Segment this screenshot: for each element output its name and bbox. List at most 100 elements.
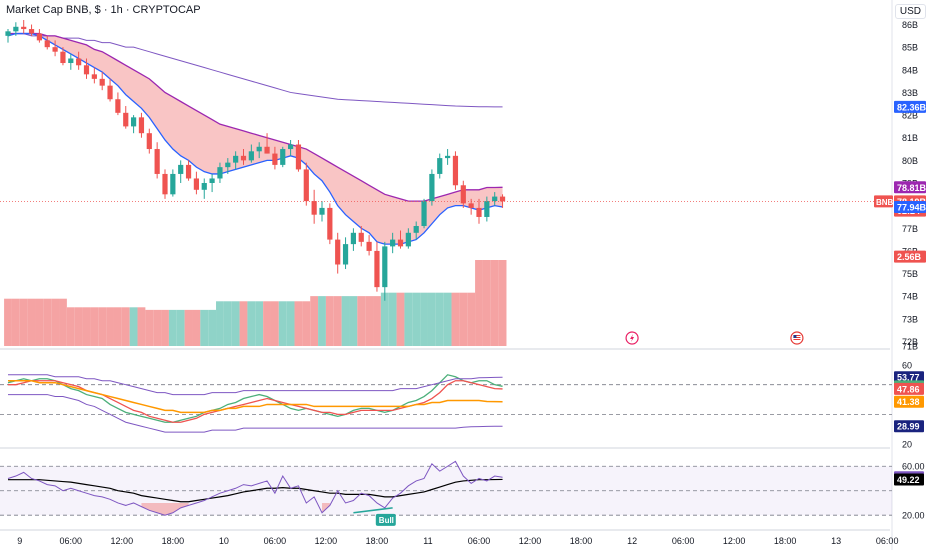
symbol-tag (874, 195, 893, 208)
time-tick-label: 12:00 (723, 536, 746, 546)
volume-bar (231, 301, 240, 346)
time-tick-label: 06:00 (264, 536, 287, 546)
volume-bar (66, 307, 75, 346)
time-tick-label: 12:00 (315, 536, 338, 546)
candle-body (217, 167, 223, 179)
candle-body (13, 26, 19, 32)
candle-body (288, 144, 294, 150)
volume-bar (286, 301, 295, 346)
candle-body (91, 74, 97, 79)
price-label-tag (894, 420, 924, 433)
volume-bar (153, 309, 162, 346)
ema-long-line (8, 33, 503, 108)
rsi-pane[interactable]: Bull (0, 460, 892, 526)
volume-bar (43, 298, 52, 346)
candle-body (492, 196, 498, 202)
candle-body (225, 162, 231, 168)
macd-tick-label: 20 (902, 440, 912, 450)
volume-bar (255, 301, 264, 346)
candle-body (52, 47, 58, 52)
candle-body (390, 239, 396, 247)
volume-bar (365, 296, 374, 346)
candle-body (138, 117, 145, 134)
price-label-text: 2.56B (897, 252, 922, 262)
candle-body (468, 203, 474, 208)
rsi-oversold-fill (141, 502, 189, 516)
macd-band_lower-line (8, 394, 503, 433)
events-layer[interactable] (625, 331, 932, 345)
price-pane[interactable] (0, 20, 892, 346)
volume-bar (263, 301, 271, 346)
time-tick-label: 18:00 (570, 536, 593, 546)
candle-body (499, 196, 506, 202)
candle-body (248, 151, 254, 161)
symbol-title[interactable]: Market Cap BNB, $ · 1h · CRYPTOCAP (6, 4, 201, 16)
price-label-text: 77.94B (897, 202, 927, 212)
candle-body (5, 31, 11, 36)
volume-bar (168, 309, 177, 346)
volume-bar (341, 296, 350, 346)
flag-canton (793, 335, 797, 338)
candle-body (405, 232, 411, 247)
candle-body (484, 201, 490, 217)
candle-body (185, 164, 192, 179)
time-tick-label: 06:00 (60, 536, 83, 546)
candle-body (162, 173, 168, 195)
time-tick-label: 12 (627, 536, 637, 546)
time-tick-label: 10 (219, 536, 229, 546)
volume-bar (412, 292, 421, 346)
volume-bar (51, 298, 60, 346)
volume-bar (294, 301, 303, 346)
time-tick-label: 06:00 (672, 536, 695, 546)
lightning-glyph (630, 334, 635, 342)
volume-bar (19, 298, 28, 346)
candle-body (178, 164, 184, 174)
volume-bar (223, 301, 232, 346)
time-tick-label: 12:00 (519, 536, 542, 546)
volume-bar (333, 296, 342, 346)
price-label-tag (894, 181, 926, 194)
volume-bar (137, 307, 146, 346)
volume-bar (192, 309, 201, 346)
price-tick-label: 71B (902, 342, 918, 352)
price-axis[interactable]: 86B85B84B83B82B81B80B79B78B77B76B75B74B7… (874, 20, 927, 521)
volume-bar (467, 292, 476, 346)
volume-bar (310, 296, 319, 346)
volume-bar (208, 309, 217, 346)
volume-bar (373, 296, 381, 346)
volume-bar (490, 260, 499, 346)
macd-tick-label: 60 (902, 360, 912, 370)
volume-bar (357, 296, 366, 346)
candle-body (131, 117, 137, 127)
price-label-text: 53.77 (897, 373, 920, 383)
volume-bar (161, 309, 169, 346)
price-label-tag (894, 200, 926, 213)
time-tick-label: 12:00 (111, 536, 134, 546)
price-label-tag (894, 250, 926, 263)
volume-bar (475, 260, 483, 346)
macd-green-line (7, 374, 503, 423)
macd-pane[interactable] (0, 374, 892, 433)
volume-bar (396, 292, 405, 346)
price-label-text: 78.81B (897, 183, 927, 193)
macd-orange-line (8, 379, 503, 414)
currency-button[interactable]: USD (894, 4, 926, 19)
volume-bar (270, 301, 279, 346)
volume-bar (239, 301, 248, 346)
candle-body (233, 155, 239, 163)
time-axis[interactable]: 9 06:00 12:00 18:00 10 06:00 12:00 18:00 11 06:00… (17, 536, 898, 546)
candle-body (240, 155, 247, 161)
volume-bar (498, 260, 507, 346)
candle-body (350, 232, 356, 245)
price-label-tag (894, 371, 924, 384)
volume-bar (145, 309, 154, 346)
candle-body (146, 133, 152, 150)
candle-body (311, 201, 317, 215)
candle-body (476, 207, 482, 217)
price-tick-label: 86B (902, 20, 918, 30)
volume-bar (278, 301, 287, 346)
price-tick-label: 82B (902, 111, 918, 121)
time-tick-label: 18:00 (774, 536, 797, 546)
time-tick-label: 18:00 (162, 536, 185, 546)
